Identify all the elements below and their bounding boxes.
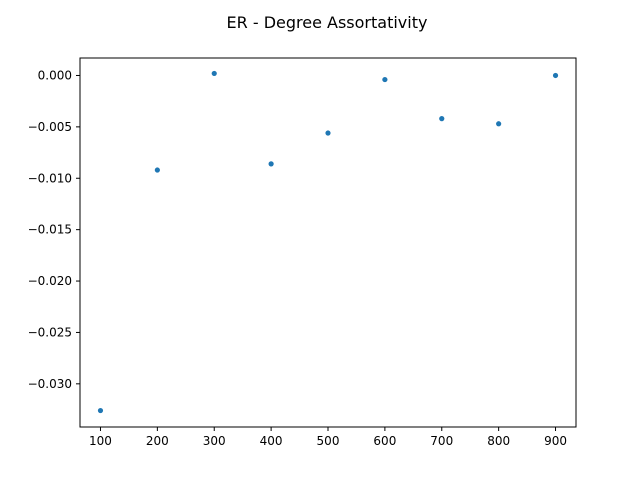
data-point [211, 70, 217, 77]
chart-title: ER - Degree Assortativity [227, 13, 428, 32]
y-axis: 0.000 −0.005 −0.010 −0.015 −0.020 −0.025 −0.03… [28, 68, 80, 391]
x-tick-label: 800 [487, 434, 510, 448]
plot-area-frame [79, 57, 577, 428]
y-tick-label: −0.015 [28, 223, 72, 237]
data-point [97, 407, 104, 414]
x-axis: 100 200 300 400 500 600 700 800 900 [89, 427, 567, 448]
data-point [154, 167, 160, 173]
x-tick-label: 700 [430, 434, 453, 448]
x-tick-label: 900 [544, 434, 567, 448]
x-tick-label: 400 [260, 434, 283, 448]
data-point [439, 116, 445, 122]
y-tick-label: −0.010 [28, 171, 72, 185]
data-point [268, 161, 274, 167]
y-tick-label: −0.020 [28, 274, 72, 288]
y-tick-label: −0.005 [28, 120, 72, 134]
data-point [325, 130, 331, 136]
x-tick-label: 300 [203, 434, 226, 448]
x-tick-label: 100 [89, 434, 112, 448]
y-tick-label: 0.000 [38, 68, 72, 82]
x-tick-label: 200 [146, 434, 169, 448]
y-tick-label: −0.030 [28, 377, 72, 391]
data-point [496, 121, 502, 127]
x-tick-label: 500 [317, 434, 340, 448]
x-tick-label: 600 [373, 434, 396, 448]
y-tick-label: −0.025 [28, 325, 72, 339]
data-points [97, 70, 559, 414]
data-point [382, 76, 388, 83]
data-point [552, 72, 559, 79]
